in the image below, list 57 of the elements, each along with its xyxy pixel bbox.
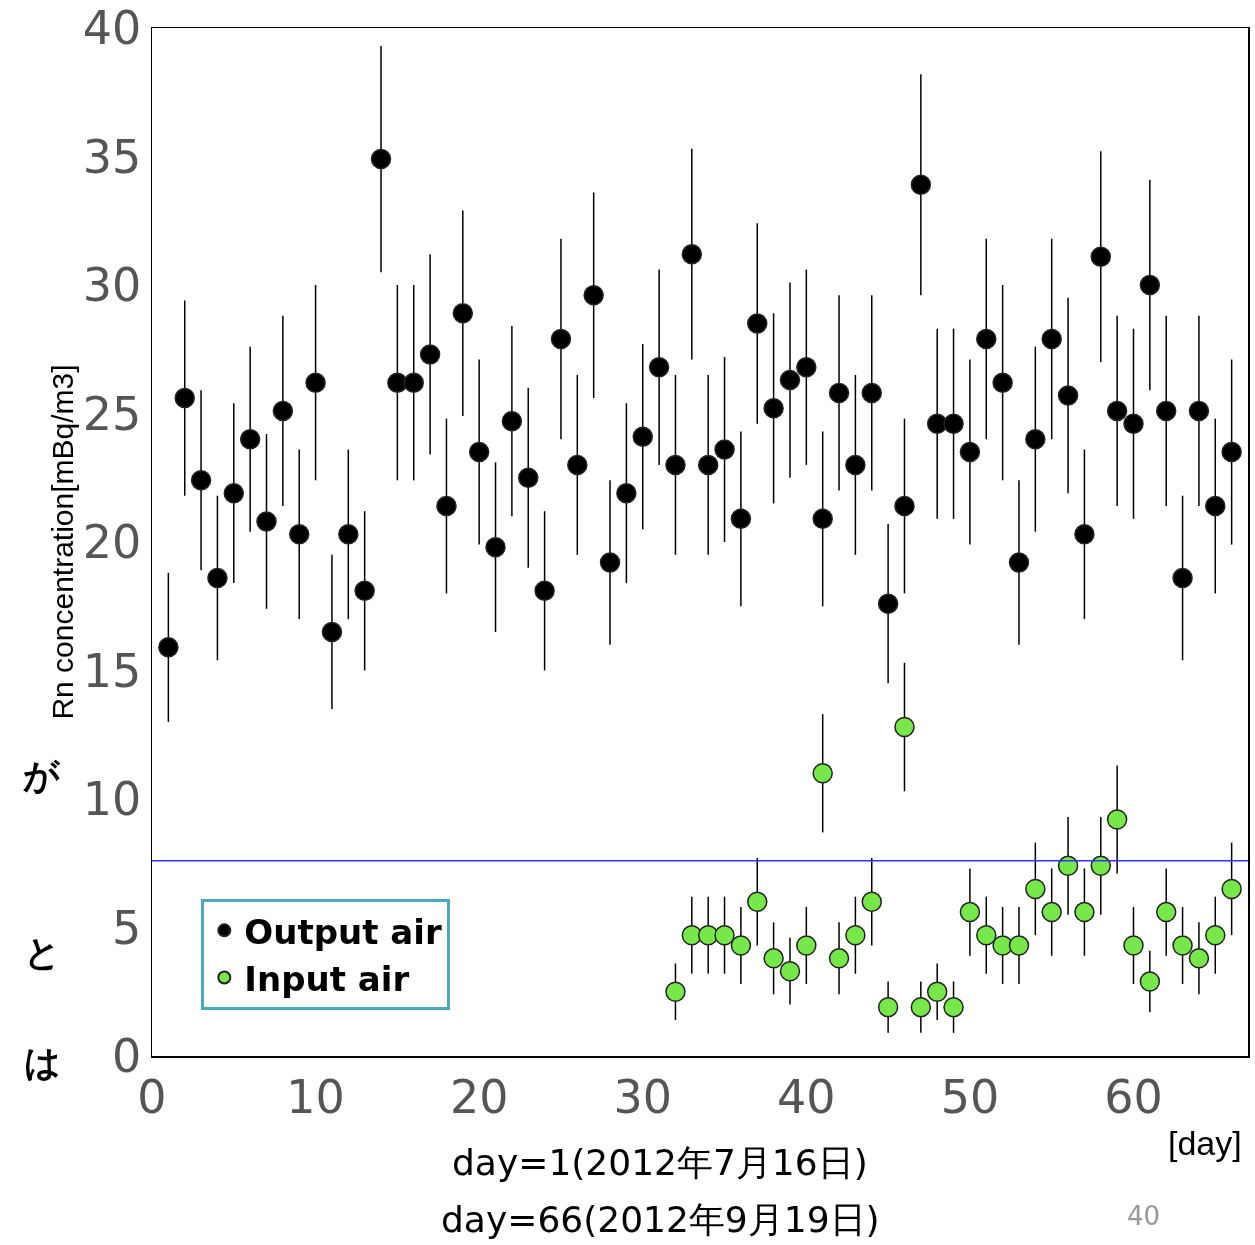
point xyxy=(926,981,948,1002)
point xyxy=(1090,855,1112,877)
point xyxy=(1008,935,1030,956)
point xyxy=(845,924,866,946)
point xyxy=(959,901,981,923)
point xyxy=(796,935,817,956)
text: day=66(2012年9月19日) xyxy=(441,1199,880,1240)
x-tick-label: 30 xyxy=(613,1069,673,1124)
point xyxy=(1205,924,1226,946)
legend-label: Output air xyxy=(244,911,442,952)
point xyxy=(1172,935,1193,956)
x-tick-label: 50 xyxy=(940,1069,1000,1124)
point xyxy=(1188,948,1210,969)
point xyxy=(1221,878,1242,900)
point xyxy=(910,996,932,1018)
y-tick-label: 10 xyxy=(82,772,142,827)
x-tick-label: 40 xyxy=(777,1069,836,1124)
legend-label: Input air xyxy=(244,958,410,999)
point xyxy=(665,981,686,1002)
point xyxy=(976,924,997,946)
point xyxy=(1106,809,1128,830)
point xyxy=(812,763,833,784)
x-tick-label: 60 xyxy=(1104,1069,1163,1124)
y-axis-title: Rn concentration[mBq/m3] xyxy=(46,364,79,720)
point xyxy=(1139,971,1161,992)
text: 40 xyxy=(1127,1201,1161,1231)
point xyxy=(763,948,784,969)
point xyxy=(779,960,801,982)
y-tick-label: 20 xyxy=(82,515,142,570)
y-tick-label: 40 xyxy=(82,1,142,56)
point xyxy=(1155,901,1177,923)
x-tick-label: 10 xyxy=(286,1069,345,1124)
y-tick-label: 0 xyxy=(112,1029,142,1084)
y-tick-label: 15 xyxy=(82,643,142,698)
point xyxy=(943,996,964,1018)
point xyxy=(828,948,850,969)
point xyxy=(747,891,768,913)
y-tick-label: 35 xyxy=(82,129,142,184)
point xyxy=(877,996,899,1018)
text: は xyxy=(24,1042,61,1083)
point xyxy=(894,716,915,738)
text: と xyxy=(24,932,61,973)
point xyxy=(730,935,752,956)
text: が xyxy=(23,755,61,796)
point xyxy=(1057,855,1079,877)
y-tick-label: 5 xyxy=(112,900,142,955)
point xyxy=(1025,878,1046,900)
point xyxy=(1123,935,1144,956)
x-axis-title: [day] xyxy=(1168,1124,1242,1162)
y-tick-label: 30 xyxy=(82,258,142,313)
text: day=1(2012年7月16日) xyxy=(452,1142,868,1183)
point xyxy=(714,924,735,946)
y-tick-label: 25 xyxy=(82,386,142,441)
point xyxy=(1074,901,1095,923)
x-tick-label: 20 xyxy=(449,1069,509,1124)
point xyxy=(1041,901,1062,923)
point xyxy=(861,891,883,913)
